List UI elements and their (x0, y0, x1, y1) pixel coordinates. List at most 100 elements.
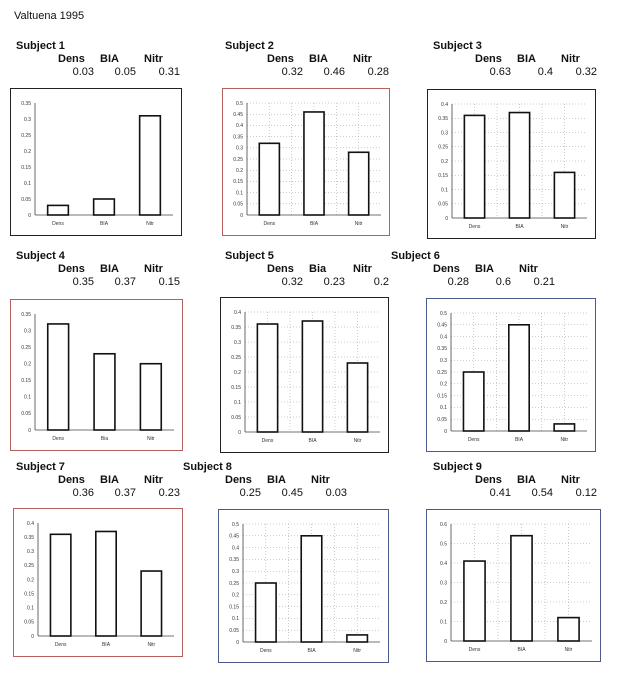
x-category-label: Dens (263, 221, 275, 227)
y-tick-label: 0.1 (24, 181, 31, 187)
table-value-cell: 0.28 (367, 66, 389, 78)
table-header-cell: BIA (517, 53, 536, 65)
y-tick-label: 0.3 (441, 130, 448, 136)
bar-chart: 0 0.05 0.1 0.15 0.2 0.25 0.3 0.35 0.4 Dens BIA Nitr (427, 89, 596, 239)
y-tick-label: 0.3 (24, 328, 31, 334)
table-header-cell: BIA (100, 53, 119, 65)
table-header-cell: Dens (58, 53, 85, 65)
y-tick-label: 0.3 (234, 340, 241, 346)
bar (139, 362, 163, 431)
table-value-cell: 0.45 (281, 487, 303, 499)
y-tick-label: 0.2 (440, 600, 447, 606)
y-tick-label: 0 (240, 213, 243, 219)
table-header-cell: BIA (475, 263, 494, 275)
y-tick-label: 0.1 (441, 187, 448, 193)
bar (553, 171, 576, 219)
bar-chart: 0 0.05 0.1 0.15 0.2 0.25 0.3 0.35 0.4 0.45 0.5 Dens… (426, 298, 596, 452)
table-value-cell: 0.23 (323, 276, 345, 288)
bar (256, 323, 279, 433)
table-header-cell: Nitr (144, 474, 163, 486)
x-category-label: Nitr (354, 438, 362, 444)
table-header-cell: BIA (100, 474, 119, 486)
subject-title: Subject 8 (183, 461, 232, 473)
table-value-cell: 0.41 (489, 487, 511, 499)
table-header-cell: Nitr (519, 263, 538, 275)
y-tick-label: 0.05 (229, 628, 239, 634)
y-tick-label: 0.15 (24, 591, 34, 597)
page-title: Valtuena 1995 (14, 10, 85, 22)
table-header-cell: BIA (100, 263, 119, 275)
y-tick-label: 0.35 (24, 535, 34, 541)
bar (92, 198, 116, 216)
y-tick-label: 0.35 (21, 101, 31, 107)
bar (303, 111, 325, 216)
y-tick-label: 0 (28, 213, 31, 219)
bar-chart: 0 0.05 0.1 0.15 0.2 0.25 0.3 0.35 Dens Bia Nitr (10, 299, 183, 451)
x-category-label: Dens (262, 438, 274, 444)
bar-chart-svg: 0 0.05 0.1 0.15 0.2 0.25 0.3 0.35 Dens Bia Nitr (21, 312, 174, 442)
x-category-label: Dens (55, 642, 67, 648)
y-tick-label: 0.1 (234, 400, 241, 406)
bar-chart: 0 0.05 0.1 0.15 0.2 0.25 0.3 0.35 0.4 Dens BIA Nitr (13, 508, 183, 657)
bar (347, 151, 370, 216)
table-value-cell: 0.23 (158, 487, 180, 499)
table-header-cell: Nitr (144, 53, 163, 65)
bar (258, 142, 281, 216)
table-value-cell: 0.37 (114, 276, 136, 288)
y-tick-label: 0.25 (24, 563, 34, 569)
subject-title: Subject 5 (225, 250, 274, 262)
bar-chart-svg: 0 0.05 0.1 0.15 0.2 0.25 0.3 0.35 0.4 Dens BIA Nitr (24, 521, 174, 648)
bar-chart-svg: 0 0.05 0.1 0.15 0.2 0.25 0.3 0.35 Dens BIA Nitr (21, 101, 173, 227)
y-tick-label: 0.2 (24, 149, 31, 155)
bar-chart: 0 0.05 0.1 0.15 0.2 0.25 0.3 0.35 0.4 0.45 0.5 Dens… (222, 88, 390, 236)
table-value-cell: 0.32 (575, 66, 597, 78)
y-tick-label: 0.2 (27, 577, 34, 583)
table-header-cell: Dens (433, 263, 460, 275)
y-tick-label: 0 (445, 216, 448, 222)
table-value-cell: 0.37 (114, 487, 136, 499)
bar (254, 582, 277, 643)
table-header-cell: Dens (475, 53, 502, 65)
bar-chart-svg: 0 0.05 0.1 0.15 0.2 0.25 0.3 0.35 0.4 0.45 0.5 Dens… (233, 101, 381, 227)
table-value-cell: 0.15 (158, 276, 180, 288)
y-tick-label: 0.5 (440, 541, 447, 547)
subject-title: Subject 1 (16, 40, 65, 52)
table-header-cell: Dens (225, 474, 252, 486)
bar (95, 530, 118, 637)
y-tick-label: 0.4 (236, 123, 243, 129)
y-tick-label: 0.3 (27, 549, 34, 555)
x-category-label: Nitr (565, 647, 573, 653)
x-category-label: BIA (100, 221, 109, 227)
bar (346, 362, 369, 433)
y-tick-label: 0.3 (440, 358, 447, 364)
x-category-label: Dens (52, 221, 64, 227)
x-category-label: BIA (307, 648, 316, 654)
y-tick-label: 0.3 (24, 117, 31, 123)
x-category-label: Dens (469, 647, 481, 653)
bar-chart-svg: 0 0.05 0.1 0.15 0.2 0.25 0.3 0.35 0.4 0.45 0.5 Dens… (229, 522, 380, 654)
y-tick-label: 0.25 (229, 581, 239, 587)
y-tick-label: 0.3 (440, 580, 447, 586)
table-header-cell: BIA (309, 53, 328, 65)
y-tick-label: 0.15 (438, 173, 448, 179)
x-category-label: BIA (310, 221, 319, 227)
table-header-cell: Dens (267, 53, 294, 65)
bar-chart-svg: 0 0.1 0.2 0.3 0.4 0.5 0.6 Dens BIA Nitr (440, 522, 592, 653)
table-header-cell: Nitr (353, 53, 372, 65)
y-tick-label: 0.25 (21, 345, 31, 351)
table-header-cell: Nitr (561, 474, 580, 486)
x-category-label: Dens (468, 437, 480, 443)
table-header-cell: BIA (267, 474, 286, 486)
table-header-cell: Dens (267, 263, 294, 275)
y-tick-label: 0.1 (236, 190, 243, 196)
bar (346, 634, 369, 643)
y-tick-label: 0.25 (438, 145, 448, 151)
y-tick-label: 0.2 (236, 168, 243, 174)
y-tick-label: 0.4 (232, 545, 239, 551)
bar (300, 534, 323, 643)
table-header-cell: Nitr (353, 263, 372, 275)
x-category-label: Dens (52, 436, 64, 442)
subject-title: Subject 6 (391, 250, 440, 262)
y-tick-label: 0.25 (231, 355, 241, 361)
y-tick-label: 0.4 (441, 102, 448, 108)
